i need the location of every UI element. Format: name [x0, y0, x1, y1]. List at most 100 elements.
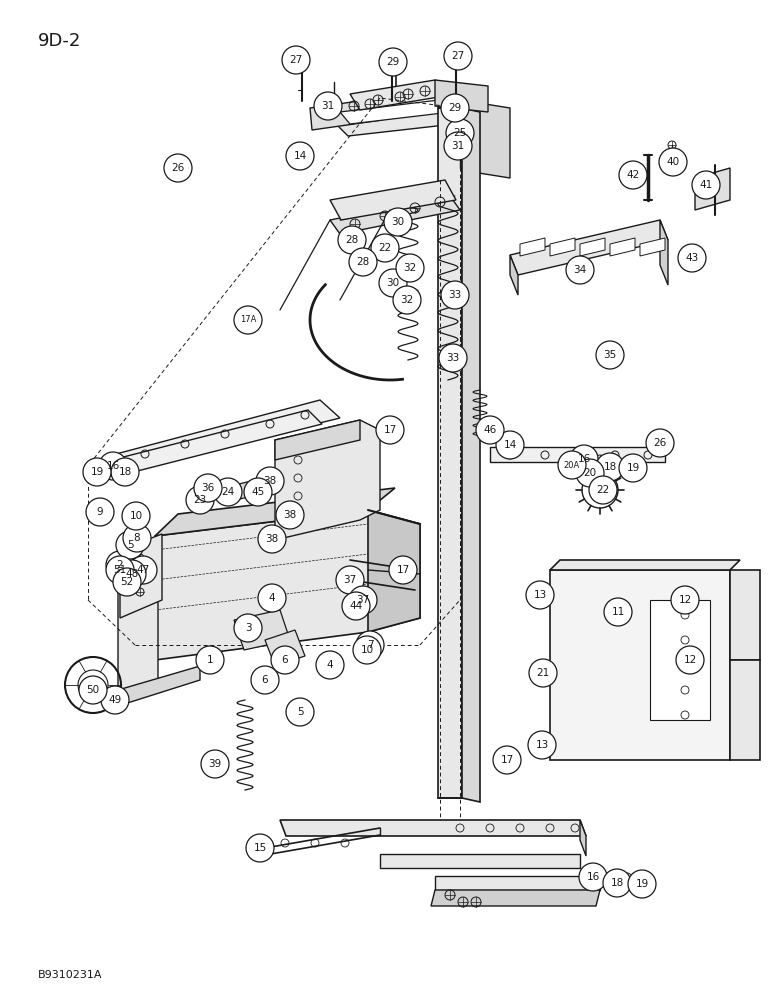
Polygon shape [350, 80, 445, 110]
Circle shape [441, 281, 469, 309]
Text: 40: 40 [666, 157, 679, 167]
Text: 14: 14 [503, 440, 516, 450]
Circle shape [286, 698, 314, 726]
Circle shape [566, 256, 594, 284]
Polygon shape [580, 820, 586, 856]
Text: 50: 50 [86, 685, 100, 695]
Circle shape [678, 244, 706, 272]
Circle shape [113, 568, 141, 596]
Polygon shape [380, 854, 580, 868]
Text: 30: 30 [391, 217, 405, 227]
Circle shape [493, 746, 521, 774]
Circle shape [476, 416, 504, 444]
Text: 44: 44 [350, 601, 363, 611]
Text: 36: 36 [201, 483, 215, 493]
Text: 17: 17 [396, 565, 410, 575]
Text: 25: 25 [453, 128, 466, 138]
Circle shape [646, 429, 674, 457]
Circle shape [129, 556, 157, 584]
Text: 18: 18 [118, 467, 131, 477]
Polygon shape [310, 98, 382, 130]
Circle shape [526, 581, 554, 609]
Polygon shape [265, 630, 305, 666]
Text: 7: 7 [367, 640, 374, 650]
Polygon shape [330, 102, 490, 136]
Circle shape [246, 834, 274, 862]
Circle shape [86, 498, 114, 526]
Polygon shape [155, 510, 420, 660]
Circle shape [558, 451, 586, 479]
Text: 22: 22 [597, 485, 610, 495]
Polygon shape [510, 255, 518, 295]
Polygon shape [435, 80, 488, 112]
Text: 26: 26 [653, 438, 667, 448]
Text: 3: 3 [245, 623, 252, 633]
Text: 32: 32 [401, 295, 414, 305]
Text: 19: 19 [626, 463, 640, 473]
Text: 45: 45 [252, 487, 265, 497]
Polygon shape [460, 100, 510, 178]
Circle shape [123, 524, 151, 552]
Polygon shape [431, 890, 600, 906]
Text: 17A: 17A [240, 316, 256, 324]
Text: 47: 47 [137, 565, 150, 575]
Circle shape [379, 48, 407, 76]
Text: 28: 28 [345, 235, 359, 245]
Polygon shape [462, 108, 480, 802]
Polygon shape [118, 666, 200, 706]
Text: 4: 4 [327, 660, 334, 670]
Text: 33: 33 [449, 290, 462, 300]
Circle shape [194, 474, 222, 502]
Polygon shape [490, 447, 665, 462]
Text: 22: 22 [378, 243, 391, 253]
Text: 48: 48 [125, 569, 139, 579]
Circle shape [353, 636, 381, 664]
Circle shape [336, 566, 364, 594]
Circle shape [619, 161, 647, 189]
Circle shape [446, 119, 474, 147]
Circle shape [579, 863, 607, 891]
Circle shape [99, 452, 127, 480]
Polygon shape [695, 168, 730, 210]
Polygon shape [438, 108, 462, 798]
Text: 9D-2: 9D-2 [38, 32, 81, 50]
Polygon shape [660, 220, 668, 285]
Bar [650, 600, 710, 720]
Polygon shape [340, 96, 485, 124]
Polygon shape [610, 238, 635, 256]
Circle shape [314, 92, 342, 120]
Circle shape [244, 478, 272, 506]
Text: 38: 38 [283, 510, 296, 520]
Text: 32: 32 [404, 263, 417, 273]
Text: 10: 10 [130, 511, 143, 521]
Circle shape [529, 659, 557, 687]
Circle shape [396, 254, 424, 282]
Circle shape [444, 42, 472, 70]
Polygon shape [550, 560, 740, 570]
Circle shape [444, 132, 472, 160]
Text: 19: 19 [90, 467, 103, 477]
Polygon shape [330, 196, 460, 234]
Polygon shape [520, 238, 545, 256]
Circle shape [276, 501, 304, 529]
Circle shape [604, 598, 632, 626]
Polygon shape [330, 180, 456, 220]
Circle shape [286, 142, 314, 170]
Text: 9: 9 [96, 507, 103, 517]
Text: 18: 18 [611, 878, 624, 888]
Text: 2: 2 [117, 560, 124, 570]
Polygon shape [368, 510, 420, 632]
Circle shape [106, 556, 134, 584]
Text: 12: 12 [683, 655, 696, 665]
Circle shape [441, 94, 469, 122]
Text: 39: 39 [208, 759, 222, 769]
Circle shape [389, 556, 417, 584]
Circle shape [384, 208, 412, 236]
Text: 13: 13 [533, 590, 547, 600]
Text: 6: 6 [282, 655, 288, 665]
Polygon shape [510, 220, 668, 275]
Text: 23: 23 [193, 495, 207, 505]
Circle shape [659, 148, 687, 176]
Text: 16: 16 [587, 872, 600, 882]
Circle shape [111, 458, 139, 486]
